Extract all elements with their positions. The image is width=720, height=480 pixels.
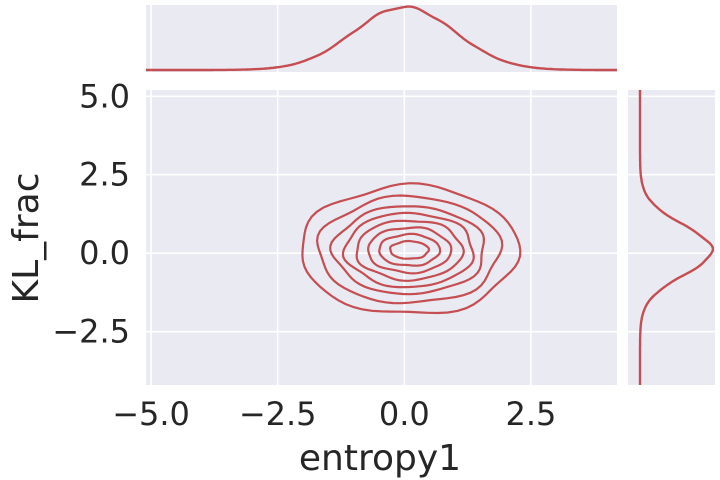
joint-axes <box>146 90 617 385</box>
right-marginal-axes <box>628 90 715 385</box>
density-contour <box>389 239 431 260</box>
y-marginal-density <box>638 90 715 385</box>
y-axis-label: KL_frac <box>6 173 47 304</box>
density-contour <box>378 232 442 267</box>
y-tick-label: 5.0 <box>79 77 130 115</box>
y-tick-labels: −2.5 0.0 2.5 5.0 <box>52 77 130 350</box>
y-tick-label: 0.0 <box>79 234 130 272</box>
density-contour <box>367 226 453 275</box>
x-tick-labels: −5.0 −2.5 0.0 2.5 <box>112 395 556 433</box>
density-contour <box>329 205 486 296</box>
x-axis-label: entropy1 <box>299 438 461 479</box>
top-marginal-background <box>146 5 617 72</box>
density-contour <box>315 194 504 305</box>
x-tick-label: 2.5 <box>505 395 556 433</box>
y-tick-label: 2.5 <box>79 156 130 194</box>
joint-background <box>146 90 617 385</box>
x-tick-label: 0.0 <box>379 395 430 433</box>
x-tick-label: −2.5 <box>239 395 317 433</box>
y-tick-label: −2.5 <box>52 313 130 351</box>
right-marginal-background <box>628 90 715 385</box>
density-contour <box>341 211 475 289</box>
x-tick-label: −5.0 <box>112 395 190 433</box>
density-contour <box>355 219 465 282</box>
top-marginal-axes <box>146 5 617 72</box>
density-contour <box>301 182 522 315</box>
x-marginal-density <box>146 5 617 72</box>
